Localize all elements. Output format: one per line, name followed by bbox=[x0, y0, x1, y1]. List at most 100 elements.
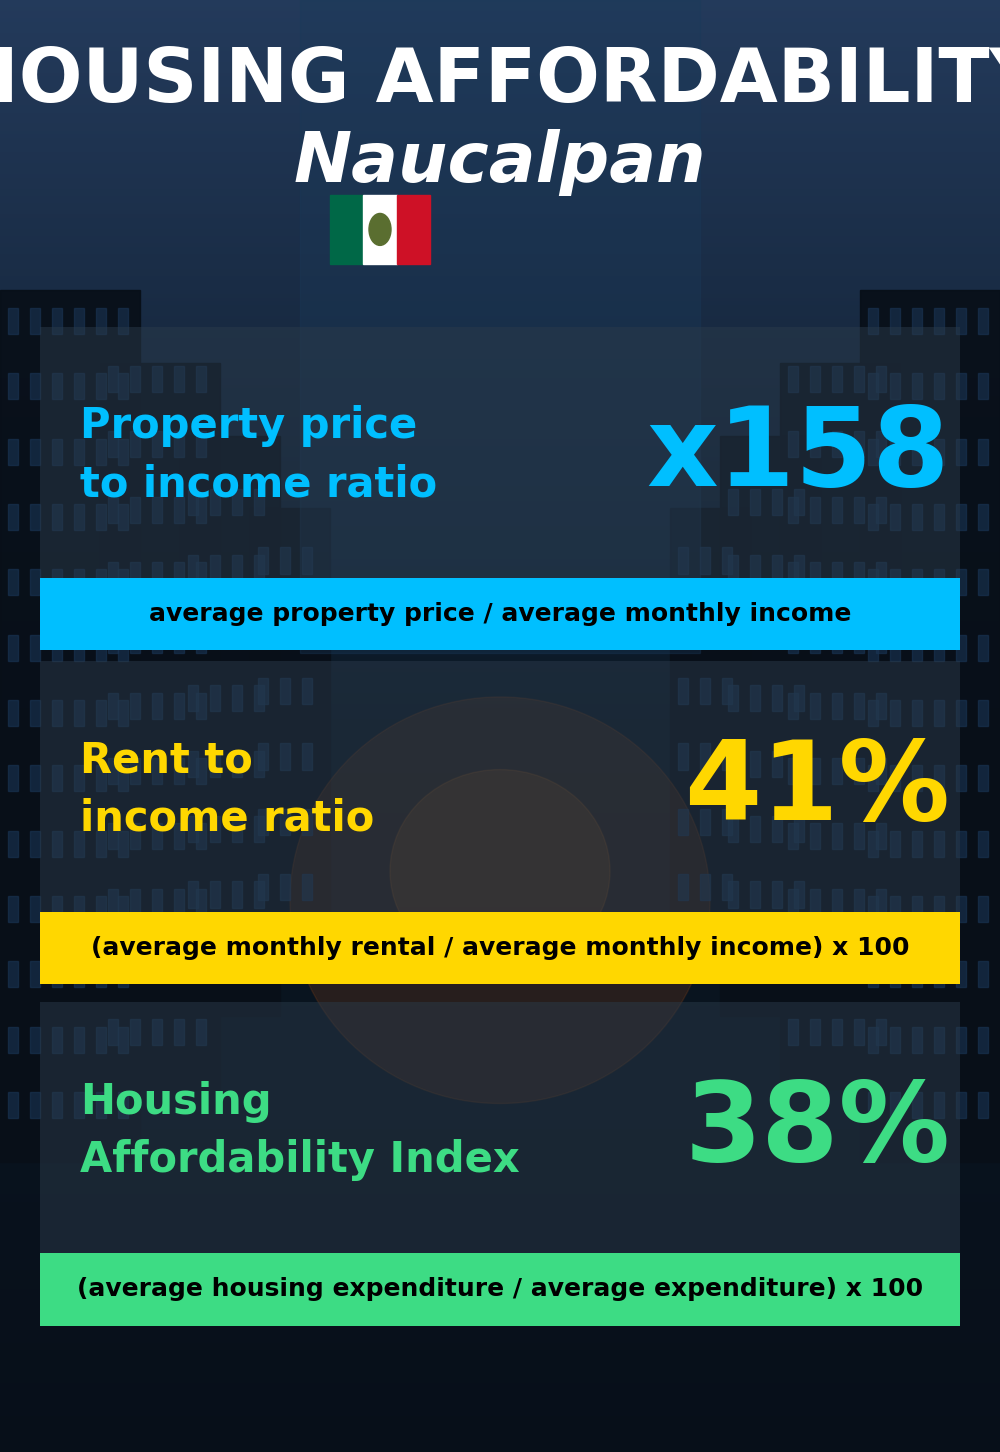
Bar bbox=[810, 562, 820, 588]
Bar bbox=[832, 693, 842, 719]
Bar bbox=[108, 889, 118, 915]
Bar bbox=[876, 497, 886, 523]
Bar bbox=[302, 547, 312, 574]
Bar bbox=[728, 555, 738, 581]
Bar bbox=[280, 678, 290, 704]
Bar bbox=[188, 816, 198, 842]
Bar bbox=[728, 489, 738, 515]
Bar bbox=[750, 489, 760, 515]
Bar bbox=[232, 555, 242, 581]
Bar bbox=[876, 1019, 886, 1045]
Bar bbox=[934, 439, 944, 465]
Bar bbox=[210, 620, 220, 646]
Ellipse shape bbox=[390, 770, 610, 973]
Bar bbox=[232, 620, 242, 646]
Bar bbox=[832, 889, 842, 915]
Bar bbox=[152, 497, 162, 523]
Bar bbox=[788, 889, 798, 915]
Text: Property price
to income ratio: Property price to income ratio bbox=[80, 405, 437, 505]
Bar bbox=[810, 627, 820, 653]
Bar bbox=[750, 751, 760, 777]
Bar bbox=[232, 685, 242, 711]
Bar bbox=[854, 1019, 864, 1045]
Bar bbox=[210, 555, 220, 581]
Bar bbox=[300, 0, 700, 653]
Bar bbox=[196, 693, 206, 719]
Bar bbox=[912, 569, 922, 595]
Bar bbox=[772, 947, 782, 973]
Bar bbox=[956, 765, 966, 791]
Bar bbox=[728, 881, 738, 908]
Bar bbox=[188, 751, 198, 777]
FancyBboxPatch shape bbox=[40, 1253, 960, 1326]
Bar bbox=[52, 700, 62, 726]
Bar bbox=[854, 431, 864, 457]
Bar bbox=[832, 1019, 842, 1045]
Bar bbox=[174, 1019, 184, 1045]
Bar bbox=[788, 1019, 798, 1045]
Bar bbox=[30, 439, 40, 465]
Bar bbox=[174, 823, 184, 849]
Bar bbox=[258, 547, 268, 574]
Bar bbox=[74, 831, 84, 857]
Ellipse shape bbox=[290, 697, 710, 1104]
Bar bbox=[750, 555, 760, 581]
Bar bbox=[934, 831, 944, 857]
Bar bbox=[108, 431, 118, 457]
Circle shape bbox=[369, 213, 391, 245]
Bar bbox=[280, 809, 290, 835]
Bar bbox=[854, 627, 864, 653]
Bar bbox=[978, 439, 988, 465]
Bar bbox=[397, 195, 430, 264]
Bar bbox=[868, 569, 878, 595]
Bar bbox=[8, 1027, 18, 1053]
Bar bbox=[174, 562, 184, 588]
Bar bbox=[956, 831, 966, 857]
Bar bbox=[174, 431, 184, 457]
Bar bbox=[74, 700, 84, 726]
Bar bbox=[890, 700, 900, 726]
Bar bbox=[912, 700, 922, 726]
Bar bbox=[678, 613, 688, 639]
Bar bbox=[174, 497, 184, 523]
Bar bbox=[96, 569, 106, 595]
Bar bbox=[934, 1092, 944, 1118]
Bar bbox=[876, 431, 886, 457]
Bar bbox=[196, 823, 206, 849]
Bar bbox=[174, 627, 184, 653]
Bar bbox=[188, 489, 198, 515]
Bar bbox=[96, 1027, 106, 1053]
Bar bbox=[196, 954, 206, 980]
Bar bbox=[196, 366, 206, 392]
Bar bbox=[196, 562, 206, 588]
Bar bbox=[978, 831, 988, 857]
Bar bbox=[8, 569, 18, 595]
Bar bbox=[258, 809, 268, 835]
Bar bbox=[810, 823, 820, 849]
Text: Housing
Affordability Index: Housing Affordability Index bbox=[80, 1080, 520, 1180]
Bar bbox=[8, 765, 18, 791]
Text: (average monthly rental / average monthly income) x 100: (average monthly rental / average monthl… bbox=[91, 937, 909, 960]
Bar bbox=[130, 823, 140, 849]
Bar bbox=[788, 693, 798, 719]
Bar bbox=[30, 896, 40, 922]
Bar bbox=[978, 1027, 988, 1053]
Bar bbox=[956, 961, 966, 987]
Bar bbox=[130, 562, 140, 588]
Bar bbox=[30, 373, 40, 399]
Bar bbox=[794, 751, 804, 777]
Bar bbox=[118, 961, 128, 987]
Bar bbox=[118, 308, 128, 334]
Bar bbox=[96, 635, 106, 661]
Bar bbox=[118, 1027, 128, 1053]
Bar bbox=[108, 562, 118, 588]
Bar bbox=[74, 896, 84, 922]
Bar bbox=[876, 954, 886, 980]
Bar bbox=[854, 823, 864, 849]
Bar bbox=[152, 823, 162, 849]
Bar bbox=[74, 1092, 84, 1118]
Bar bbox=[678, 678, 688, 704]
Bar bbox=[52, 765, 62, 791]
Bar bbox=[956, 896, 966, 922]
Bar bbox=[130, 497, 140, 523]
